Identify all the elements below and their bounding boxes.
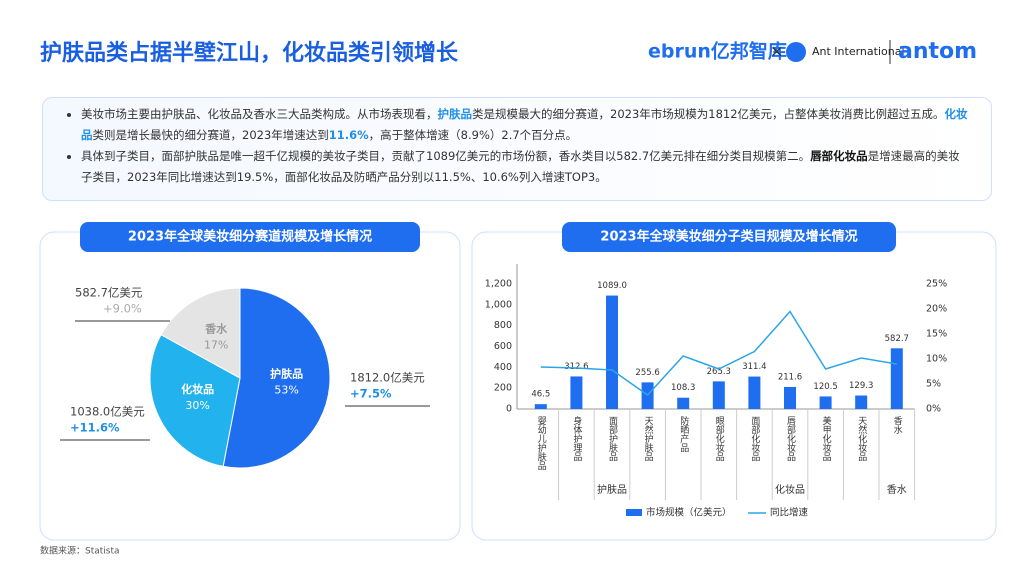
bullet-text: ，高于整体增速（8.9%）2.7个百分点。 (368, 128, 578, 142)
y-tick-label: 600 (494, 341, 512, 352)
bullet-text: 美妆市场主要由护肤品、化妆品及香水三大品类构成。从市场表现看， (81, 107, 438, 121)
group-label: 香水 (887, 484, 907, 496)
x-tick-label: 身体护理品 (571, 415, 582, 462)
x-tick-label: 香水 (892, 416, 903, 434)
bullet: 具体到子类目，面部护肤品是唯一超千亿规模的美妆子类目，贡献了1089亿美元的市场… (81, 146, 971, 188)
pie-slice (222, 287, 331, 469)
y-tick-label: 800 (494, 320, 512, 331)
bullet: 美妆市场主要由护肤品、化妆品及香水三大品类构成。从市场表现看，护肤品类是规模最大… (81, 104, 971, 146)
chart-title: 2023年全球美妆细分子类目规模及增长情况 (600, 229, 857, 245)
callout-amount: 1038.0亿美元 (70, 405, 145, 419)
card-right (471, 231, 997, 541)
bullet-text: 11.6% (328, 128, 369, 142)
slice-label: 护肤品 (270, 366, 303, 380)
x-tick-label: 婴幼儿护肤品 (536, 416, 547, 471)
y-tick-label: 0 (506, 404, 512, 415)
bar-value: 311.4 (742, 362, 766, 372)
bullet-text: 类则是增长最快的细分赛道，2023年增速达到 (92, 128, 329, 142)
bar-value: 129.3 (849, 381, 873, 391)
logo-sep: × (770, 42, 783, 61)
callout-growth: +11.6% (70, 421, 120, 435)
bar-value: 265.3 (707, 367, 731, 377)
y2-tick-label: 5% (926, 379, 941, 390)
bar-value: 582.7 (885, 334, 909, 344)
bar-value: 108.3 (671, 383, 695, 393)
bar (855, 395, 868, 409)
bullet-text: 是增速最高的美妆子类目，2023年同比增速达到19.5%，面部化妆品及防晒产品分… (81, 149, 960, 184)
bar-value: 1089.0 (597, 281, 627, 291)
x-tick-label: 天然化妆品 (856, 416, 867, 462)
y-tick-label: 1,200 (485, 279, 512, 290)
callout-amount: 1812.0亿美元 (350, 371, 425, 385)
slice-label: 化妆品 (181, 382, 214, 396)
callout-growth: +7.5% (350, 387, 392, 401)
legend-swatch (626, 509, 642, 516)
bar (712, 381, 725, 409)
slice-label: 香水 (204, 322, 228, 336)
callout-growth: +9.0% (103, 302, 142, 316)
x-tick-label: 面部护肤品 (607, 416, 618, 462)
bar-value: 120.5 (813, 382, 837, 392)
y2-tick-label: 15% (926, 329, 947, 340)
bar (534, 404, 547, 409)
logo-ant: Ant International (812, 45, 905, 58)
bullet-text: 护肤品 (437, 107, 473, 121)
bar (677, 397, 690, 409)
source: 数据来源：Statista (40, 545, 120, 557)
logo-ebrun: ebrun亿邦智库 (648, 40, 787, 63)
y2-tick-label: 20% (926, 304, 947, 315)
bar (890, 348, 903, 409)
bar-value: 312.6 (564, 362, 588, 372)
pie-slice (149, 333, 241, 467)
callout-amount: 582.7亿美元 (75, 286, 143, 300)
group-label: 化妆品 (775, 483, 805, 496)
bullet-text: 化妆品 (81, 107, 968, 142)
growth-line (540, 310, 897, 396)
card-header (80, 222, 420, 252)
slide-title: 护肤品类占据半壁江山，化妆品类引领增长 (40, 40, 459, 66)
chart-title: 2023年全球美妆细分赛道规模及增长情况 (128, 229, 372, 245)
bullet-text: 唇部化妆品 (810, 149, 868, 163)
bar (748, 376, 761, 409)
logo-icon (786, 42, 806, 62)
y2-tick-label: 0% (926, 404, 941, 415)
x-tick-label: 天然护肤品 (643, 416, 654, 462)
bar (606, 295, 618, 409)
card-header (562, 222, 896, 252)
bar (819, 396, 832, 409)
bar-value: 46.5 (531, 390, 550, 400)
summary-box: 美妆市场主要由护肤品、化妆品及香水三大品类构成。从市场表现看，护肤品类是规模最大… (42, 97, 992, 201)
bullet-text: 具体到子类目，面部护肤品是唯一超千亿规模的美妆子类目，贡献了1089亿美元的市场… (81, 149, 811, 163)
bullet-text: 类是规模最大的细分赛道，2023年市场规模为1812亿美元，占整体美妆消费比例超… (472, 107, 945, 121)
x-tick-label: 唇部化妆品 (785, 416, 796, 462)
pie-slice (160, 287, 241, 379)
y-tick-label: 200 (494, 383, 512, 394)
bar-value: 255.6 (635, 368, 659, 378)
bullet-list: 美妆市场主要由护肤品、化妆品及香水三大品类构成。从市场表现看，护肤品类是规模最大… (67, 104, 971, 188)
slice-value: 30% (185, 399, 209, 412)
y2-tick-label: 25% (926, 279, 947, 290)
slice-value: 17% (204, 339, 228, 352)
bar (784, 386, 796, 409)
x-tick-label: 防晒产品 (678, 415, 689, 453)
logo-antom: antom (898, 39, 977, 64)
slice-value: 53% (274, 383, 298, 396)
x-tick-label: 眼部化妆品 (714, 416, 725, 462)
legend-label: 同比增速 (770, 507, 809, 519)
bar (570, 376, 583, 409)
legend-label: 市场规模（亿美元） (646, 507, 732, 519)
x-tick-label: 美甲化妆品 (821, 415, 832, 462)
y-tick-label: 1,000 (485, 299, 512, 310)
group-label: 护肤品 (597, 483, 627, 496)
y2-tick-label: 10% (926, 354, 947, 365)
y-tick-label: 400 (494, 362, 512, 373)
x-tick-label: 面部化妆品 (749, 416, 760, 462)
bar-value: 211.6 (778, 372, 802, 382)
